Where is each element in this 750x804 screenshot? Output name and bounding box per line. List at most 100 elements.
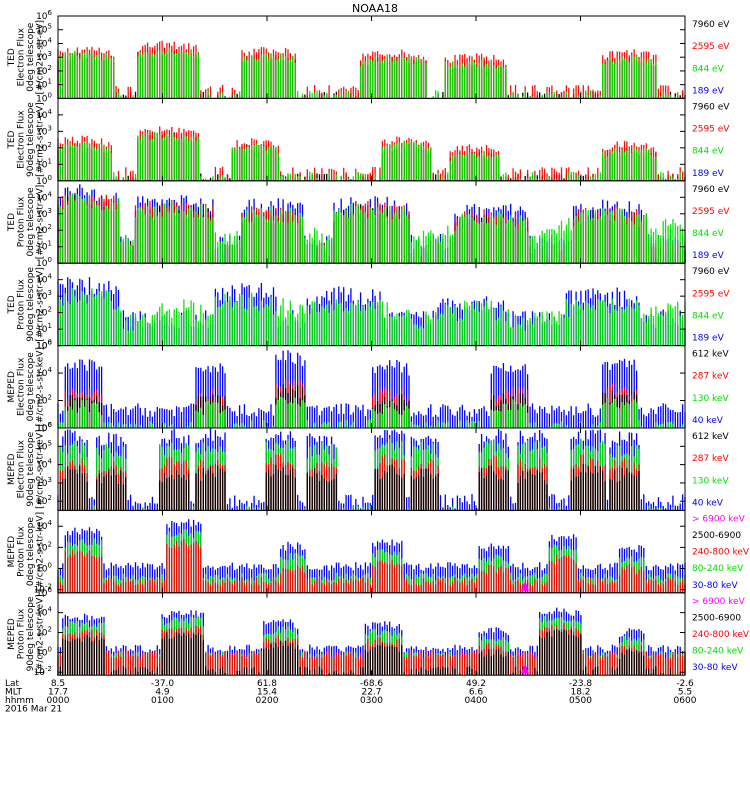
y-tick-label: 101	[36, 78, 52, 91]
legend-40-kev: 40 keV	[692, 416, 724, 426]
y-axis-label: TED	[7, 48, 17, 67]
y-axis-label: Electron Flux	[17, 110, 27, 169]
footer-hhmm-value: 0200	[256, 696, 279, 706]
footer-mlt-value: 5.5	[678, 688, 692, 698]
y-tick-label: 102	[36, 64, 52, 77]
footer-row-label: 2016 Mar 21	[5, 705, 62, 715]
legend-189-ev: 189 eV	[692, 334, 725, 344]
y-tick-label: 105	[36, 439, 52, 452]
footer-lat-value: -68.6	[360, 679, 384, 689]
legend-189-ev: 189 eV	[692, 251, 725, 261]
legend-844-ev: 844 eV	[692, 64, 725, 74]
legend-7960-ev: 7960 eV	[692, 102, 730, 112]
y-axis-label: [#/cm2-s-str-eV]	[36, 20, 46, 95]
y-axis-label: Proton Flux	[17, 278, 27, 329]
y-tick-label: 102	[36, 494, 52, 507]
y-tick-label: 103	[36, 124, 52, 137]
panel-2: 100 101 102 103 104 TED Electron Flux 90deg tel…	[7, 97, 730, 187]
legend-130-kev: 130 keV	[692, 476, 729, 486]
y-axis-label: TED	[7, 295, 17, 314]
y-axis-label: [#/cm2-s-str-keV]	[36, 512, 46, 591]
legend-2500-6900: 2500-6900	[692, 531, 741, 541]
y-tick-label: 103	[36, 50, 52, 63]
legend-80-240-kev: 80-240 keV	[692, 647, 744, 657]
y-tick-label: 102	[36, 626, 52, 639]
legend--6900-kev: > 6900 keV	[692, 597, 746, 607]
legend-30-80-kev: 30-80 keV	[692, 663, 738, 673]
y-axis-label: 90deg telescope	[26, 267, 36, 342]
y-axis-label: TED	[7, 213, 17, 232]
y-axis-label: [#/cm2-s-str-keV]	[36, 347, 46, 426]
footer-row-label: MLT	[5, 688, 23, 698]
y-axis-label: 90deg telescope	[26, 431, 36, 506]
y-axis-label: [#/cm2-s-str-eV]	[36, 267, 46, 342]
legend-2595-ev: 2595 eV	[692, 289, 730, 299]
y-tick-label: 106	[36, 9, 52, 22]
y-axis-label: 90deg telescope	[26, 596, 36, 671]
y-tick-label: 100	[36, 174, 52, 187]
panel-2-series-3	[57, 131, 681, 181]
panel-7-marker	[521, 580, 530, 591]
legend-844-ev: 844 eV	[692, 229, 725, 239]
y-tick-label: 100	[36, 421, 52, 434]
legend-2595-ev: 2595 eV	[692, 42, 730, 52]
legend-189-ev: 189 eV	[692, 86, 725, 96]
y-tick-label: 100	[36, 645, 52, 658]
y-axis-label: 0deg telescope	[26, 187, 36, 257]
y-tick-label: 104	[36, 519, 52, 532]
y-axis-label: Proton Flux	[17, 526, 27, 577]
panel-8-series-4	[57, 629, 681, 676]
y-tick-label: 101	[36, 322, 52, 335]
panel-6: 102 103 104 105 106 MEPED Electron Flux 90deg t…	[7, 421, 729, 511]
y-tick-label: 104	[36, 458, 52, 471]
legend-240-800-kev: 240-800 keV	[692, 548, 750, 558]
y-axis-label: Proton Flux	[17, 196, 27, 247]
y-axis-label: MEPED	[7, 536, 17, 568]
y-tick-label: 106	[36, 586, 52, 599]
panel-8: 10-2 100 102 104 106 MEPED Proton Flux 90deg te…	[7, 586, 750, 678]
legend-130-kev: 130 keV	[692, 394, 729, 404]
y-tick-label: 102	[36, 394, 52, 407]
y-axis-label: 0deg telescope	[26, 22, 36, 92]
panel-7: 10-2 100 102 104 MEPED Proton Flux 0deg telesc…	[7, 509, 750, 596]
footer-row-label: Lat	[5, 679, 20, 689]
footer-mlt-value: 22.7	[361, 688, 381, 698]
y-axis-label: [#/cm2-s-str-eV]	[36, 102, 46, 177]
y-axis-label: Proton Flux	[17, 608, 27, 659]
footer-hhmm-value: 0600	[674, 696, 697, 706]
legend-612-kev: 612 keV	[692, 432, 729, 442]
y-tick-label: 102	[36, 141, 52, 154]
y-tick-label: 100	[36, 91, 52, 104]
panel-4-series-2	[57, 288, 686, 346]
footer-lat-value: -23.8	[569, 679, 593, 689]
footer-lat-value: 49.2	[466, 679, 486, 689]
legend-844-ev: 844 eV	[692, 311, 725, 321]
y-tick-label: 101	[36, 240, 52, 253]
panel-6-series-4	[59, 463, 640, 511]
footer-lat-value: 8.5	[51, 679, 65, 689]
footer-lat-value: -2.6	[676, 679, 694, 689]
legend-7960-ev: 7960 eV	[692, 267, 730, 277]
y-tick-label: 103	[36, 289, 52, 302]
footer-mlt-value: 17.7	[48, 688, 68, 698]
y-tick-label: 106	[36, 421, 52, 434]
y-tick-label: 104	[36, 366, 52, 379]
y-tick-label: 100	[36, 339, 52, 352]
legend-287-kev: 287 keV	[692, 372, 729, 382]
footer-hhmm-value: 0000	[47, 696, 70, 706]
y-tick-label: 105	[36, 23, 52, 36]
footer-mlt-value: 15.4	[257, 688, 277, 698]
footer-mlt-value: 6.6	[469, 688, 484, 698]
y-tick-label: 104	[36, 273, 52, 286]
footer-row-label: hhmm	[5, 696, 34, 706]
y-tick-label: 104	[36, 108, 52, 121]
legend-2595-ev: 2595 eV	[692, 207, 730, 217]
panel-1-series-3	[57, 48, 686, 99]
y-axis-label: [#/cm2-s-str-keV]	[36, 594, 46, 673]
y-axis-label: 0deg telescope	[26, 352, 36, 422]
legend-612-kev: 612 keV	[692, 350, 729, 360]
y-axis-label: TED	[7, 130, 17, 149]
